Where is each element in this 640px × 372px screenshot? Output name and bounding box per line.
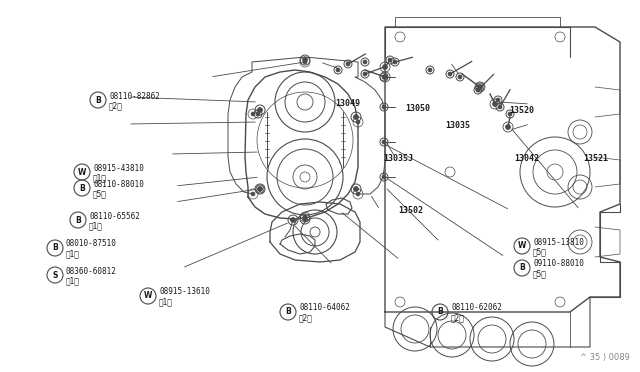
Text: B: B: [75, 215, 81, 224]
Text: 08110-64062: 08110-64062: [299, 304, 350, 312]
Text: W: W: [144, 292, 152, 301]
Text: 13049: 13049: [335, 99, 360, 108]
Text: 13035J: 13035J: [383, 154, 413, 163]
Text: W: W: [78, 167, 86, 176]
Text: 08110-88010: 08110-88010: [93, 180, 144, 189]
Text: （5）: （5）: [533, 247, 547, 257]
Text: 08010-87510: 08010-87510: [66, 240, 117, 248]
Text: B: B: [79, 183, 85, 192]
Text: 08915-13610: 08915-13610: [159, 288, 210, 296]
Circle shape: [256, 112, 260, 116]
Circle shape: [476, 88, 480, 92]
Circle shape: [258, 187, 262, 191]
Text: 13042: 13042: [514, 154, 539, 163]
Text: B: B: [95, 96, 101, 105]
Circle shape: [506, 125, 511, 129]
Text: （2）: （2）: [451, 314, 465, 323]
Circle shape: [303, 217, 307, 221]
Circle shape: [508, 112, 512, 116]
Text: （5）: （5）: [533, 269, 547, 279]
Text: 13050: 13050: [405, 103, 430, 112]
Circle shape: [363, 72, 367, 76]
Circle shape: [251, 192, 255, 196]
Text: （5）: （5）: [93, 189, 107, 199]
Text: （1）: （1）: [159, 298, 173, 307]
Text: 08360-60812: 08360-60812: [66, 266, 117, 276]
Circle shape: [477, 84, 483, 90]
Circle shape: [336, 68, 340, 72]
Text: （1）: （1）: [89, 221, 103, 231]
Circle shape: [353, 186, 358, 192]
Circle shape: [383, 74, 387, 80]
Text: （2）: （2）: [109, 102, 123, 110]
Circle shape: [382, 175, 386, 179]
Text: 09110-88010: 09110-88010: [533, 260, 584, 269]
Text: B: B: [52, 244, 58, 253]
Circle shape: [251, 112, 255, 116]
Text: （1）: （1）: [93, 173, 107, 183]
Circle shape: [448, 72, 452, 76]
Text: 13521: 13521: [583, 154, 608, 163]
Text: ^ 35 ) 0089: ^ 35 ) 0089: [580, 353, 630, 362]
Text: 13035: 13035: [445, 121, 470, 129]
Circle shape: [356, 192, 360, 196]
Text: 08110-62062: 08110-62062: [451, 304, 502, 312]
Text: W: W: [518, 241, 526, 250]
Text: 08915-13810: 08915-13810: [533, 237, 584, 247]
Text: 13520: 13520: [509, 106, 534, 115]
Text: B: B: [437, 308, 443, 317]
Circle shape: [493, 102, 497, 106]
Circle shape: [383, 64, 387, 70]
Text: （1）: （1）: [66, 250, 80, 259]
Text: B: B: [285, 308, 291, 317]
Circle shape: [356, 120, 360, 124]
Text: 08110-65562: 08110-65562: [89, 212, 140, 221]
Circle shape: [346, 62, 350, 66]
Circle shape: [388, 58, 392, 62]
Text: B: B: [519, 263, 525, 273]
Circle shape: [303, 60, 307, 64]
Circle shape: [393, 60, 397, 64]
Text: 13502: 13502: [398, 205, 423, 215]
Text: 08110-82862: 08110-82862: [109, 92, 160, 100]
Text: （1）: （1）: [66, 276, 80, 285]
Text: 08915-43810: 08915-43810: [93, 164, 144, 173]
Circle shape: [498, 105, 502, 109]
Circle shape: [382, 75, 386, 79]
Circle shape: [291, 218, 296, 222]
Circle shape: [496, 98, 500, 102]
Circle shape: [382, 105, 386, 109]
Circle shape: [303, 215, 307, 219]
Text: S: S: [52, 270, 58, 279]
Circle shape: [428, 68, 432, 72]
Circle shape: [303, 58, 307, 62]
Text: （2）: （2）: [299, 314, 313, 323]
Circle shape: [478, 85, 482, 89]
Circle shape: [257, 186, 262, 192]
Circle shape: [363, 60, 367, 64]
Circle shape: [353, 115, 358, 119]
Circle shape: [458, 75, 462, 79]
Circle shape: [382, 140, 386, 144]
Circle shape: [257, 108, 262, 112]
